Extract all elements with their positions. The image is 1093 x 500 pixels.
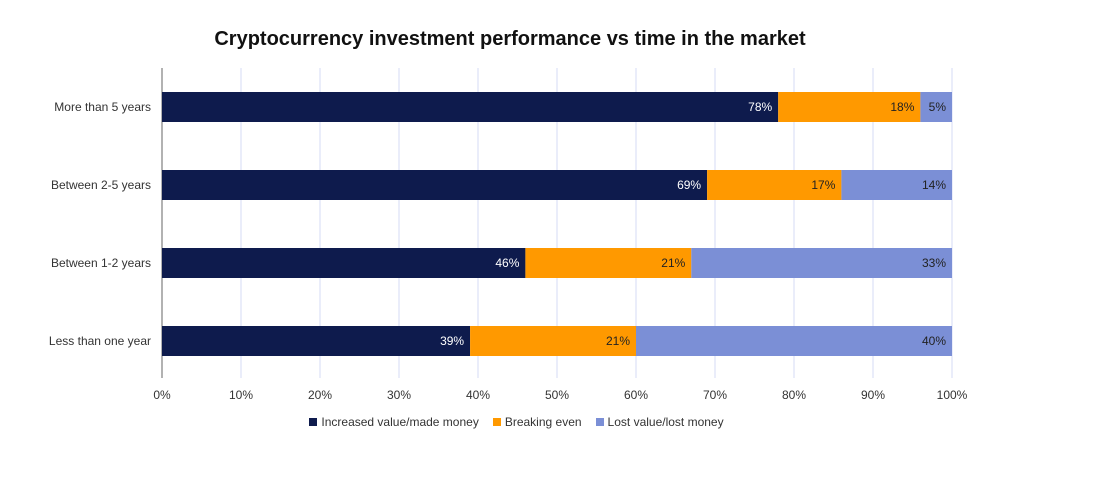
legend-swatch-increased bbox=[309, 418, 318, 426]
legend-swatch-lost bbox=[595, 418, 604, 426]
bar-value-label: 21% bbox=[661, 256, 685, 270]
bar-value-label: 46% bbox=[495, 256, 519, 270]
chart-title: Cryptocurrency investment performance vs… bbox=[214, 28, 806, 50]
category-label: Less than one year bbox=[49, 334, 151, 348]
bar-segment[interactable] bbox=[636, 326, 952, 356]
bar-segment[interactable] bbox=[470, 326, 636, 356]
legend-label-increased: Increased value/made money bbox=[321, 415, 479, 429]
bar-value-label: 69% bbox=[677, 178, 701, 192]
bar-value-label: 17% bbox=[811, 178, 835, 192]
legend-item-increased[interactable]: Increased value/made money bbox=[309, 415, 479, 429]
x-tick-label: 0% bbox=[153, 388, 171, 402]
x-tick-label: 60% bbox=[624, 388, 648, 402]
bar-value-label: 39% bbox=[440, 334, 464, 348]
x-tick-label: 50% bbox=[545, 388, 569, 402]
x-tick-label: 10% bbox=[229, 388, 253, 402]
bar-segment[interactable] bbox=[920, 92, 952, 122]
x-tick-label: 30% bbox=[387, 388, 411, 402]
bar-segment[interactable] bbox=[778, 92, 921, 122]
bar-segment[interactable] bbox=[162, 326, 471, 356]
bar-segment[interactable] bbox=[525, 248, 692, 278]
x-tick-label: 40% bbox=[466, 388, 490, 402]
x-tick-label: 70% bbox=[703, 388, 727, 402]
x-tick-label: 100% bbox=[937, 388, 968, 402]
category-label: More than 5 years bbox=[54, 100, 151, 114]
bar-segment[interactable] bbox=[162, 248, 526, 278]
bar-value-label: 21% bbox=[606, 334, 630, 348]
bar-segment[interactable] bbox=[707, 170, 842, 200]
legend-item-breaking-even[interactable]: Breaking even bbox=[492, 415, 582, 429]
legend-swatch-breaking-even bbox=[492, 418, 501, 426]
bar-value-label: 33% bbox=[922, 256, 946, 270]
bar-value-label: 40% bbox=[922, 334, 946, 348]
bar-segment[interactable] bbox=[841, 170, 952, 200]
x-tick-label: 80% bbox=[782, 388, 806, 402]
bar-value-label: 14% bbox=[922, 178, 946, 192]
bar-segment[interactable] bbox=[691, 248, 952, 278]
labels: 0% 10% 20% 30% 40% 50% 60% 70% 80% 90% 100% More th… bbox=[49, 100, 968, 402]
legend-label-lost: Lost value/lost money bbox=[607, 415, 724, 429]
x-tick-label: 20% bbox=[308, 388, 332, 402]
bar-segment[interactable] bbox=[162, 92, 779, 122]
bar-value-label: 18% bbox=[890, 100, 914, 114]
category-label: Between 1-2 years bbox=[51, 256, 151, 270]
legend-item-lost[interactable]: Lost value/lost money bbox=[595, 415, 724, 429]
bars bbox=[162, 92, 952, 356]
bar-segment[interactable] bbox=[162, 170, 708, 200]
x-tick-label: 90% bbox=[861, 388, 885, 402]
bar-value-label: 78% bbox=[748, 100, 772, 114]
legend-label-breaking-even: Breaking even bbox=[504, 415, 582, 429]
bar-value-label: 5% bbox=[929, 100, 947, 114]
legend: Increased value/made money Breaking even… bbox=[0, 415, 1063, 429]
category-label: Between 2-5 years bbox=[51, 178, 151, 192]
